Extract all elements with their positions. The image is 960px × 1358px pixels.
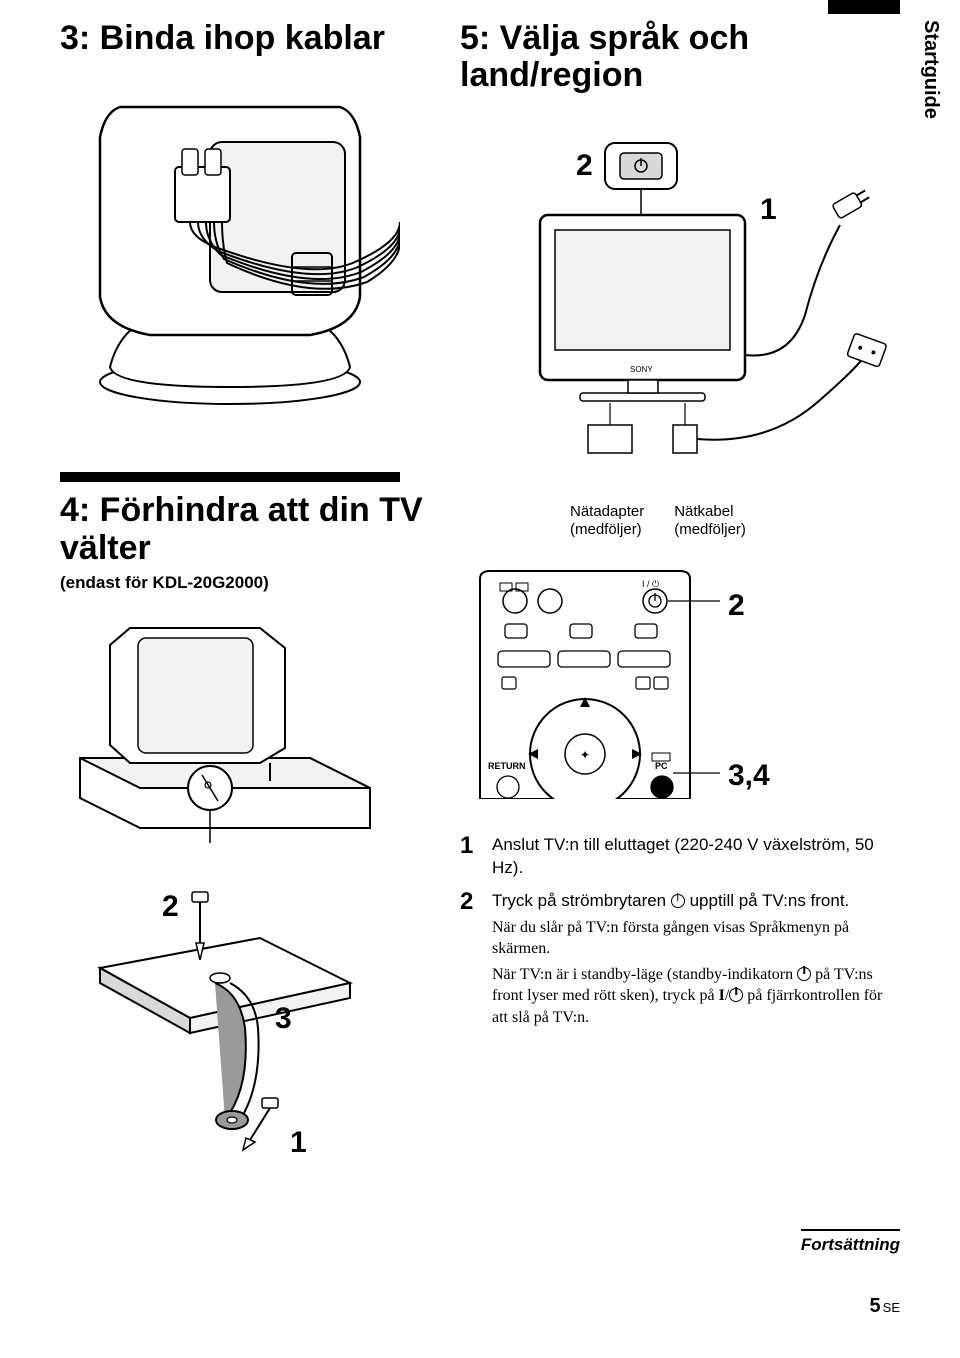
right-column: 5: Välja språk och land/region SONY: [460, 20, 900, 1039]
svg-text:RETURN: RETURN: [488, 761, 526, 771]
cable-label: Nätkabel (medföljer): [674, 503, 746, 539]
power-icon: [671, 894, 685, 908]
section3-title: 3: Binda ihop kablar: [60, 20, 440, 57]
step-1-num: 1: [460, 834, 482, 858]
callout-1-top: 1: [760, 193, 777, 227]
svg-text:1: 1: [290, 1126, 307, 1159]
svg-text:3: 3: [275, 1002, 292, 1035]
adapter-labels: Nätadapter (medföljer) Nätkabel (medfölj…: [570, 503, 900, 539]
left-column: 3: Binda ihop kablar: [60, 20, 440, 1173]
svg-text:2: 2: [162, 890, 179, 923]
remote-callout-2: 2: [728, 589, 745, 623]
step-2-text-b: upptill på TV:ns front.: [685, 891, 849, 910]
callout-2-top: 2: [576, 149, 593, 183]
continuation-label: Fortsättning: [801, 1229, 900, 1255]
section4-rule: [60, 472, 400, 482]
svg-text:✦: ✦: [580, 748, 590, 762]
step-2: 2 Tryck på strömbrytaren upptill på TV:n…: [460, 890, 900, 1029]
instructions: 1 Anslut TV:n till eluttaget (220-240 V …: [460, 834, 900, 1029]
svg-text:PC: PC: [655, 761, 668, 771]
illus-tv-back-cables: [60, 87, 400, 407]
side-label-bar: [828, 0, 900, 14]
illus-tv-front: SONY: [460, 135, 900, 495]
step-2-sub2a: När TV:n är i standby-läge (standby-indi…: [492, 966, 797, 983]
page-lang: SE: [883, 1300, 900, 1315]
illus-remote: I / ⏻ ✦: [460, 569, 900, 804]
footer: Fortsättning 5SE: [801, 1229, 900, 1318]
illus-tv-on-stand: [60, 613, 400, 843]
illus-bracket-exploded: 2 3 1: [80, 888, 380, 1168]
side-label: Startguide: [919, 20, 942, 119]
svg-text:I / ⏻: I / ⏻: [642, 579, 659, 589]
section4-note: (endast för KDL-20G2000): [60, 573, 440, 593]
section4-title: 4: Förhindra att din TV välter: [60, 492, 440, 567]
svg-text:SONY: SONY: [630, 365, 653, 374]
remote-callout-34: 3,4: [728, 759, 770, 793]
step-1: 1 Anslut TV:n till eluttaget (220-240 V …: [460, 834, 900, 880]
page-number-value: 5: [870, 1295, 881, 1317]
power-icon: [797, 967, 811, 981]
step-2-sub1: När du slår på TV:n första gången visas …: [492, 917, 900, 960]
step-1-text: Anslut TV:n till eluttaget (220-240 V vä…: [492, 834, 900, 880]
page-number: 5SE: [801, 1295, 900, 1318]
power-icon: [729, 988, 743, 1002]
step-2-num: 2: [460, 890, 482, 914]
step-2-text-a: Tryck på strömbrytaren: [492, 891, 671, 910]
section5-title: 5: Välja språk och land/region: [460, 20, 900, 95]
adapter-label: Nätadapter (medföljer): [570, 503, 644, 539]
